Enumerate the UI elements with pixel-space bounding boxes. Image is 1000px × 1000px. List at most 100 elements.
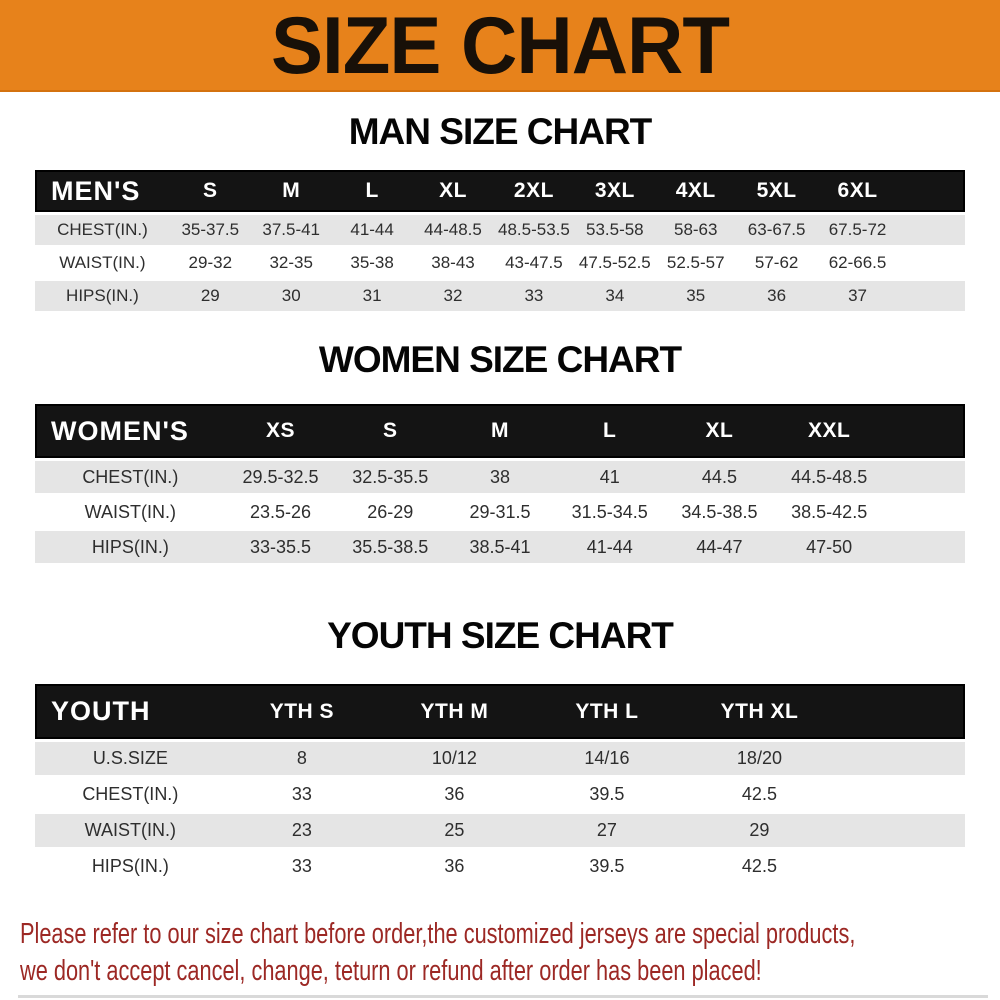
bottom-divider: [18, 995, 988, 998]
table-row: CHEST(IN.) 35-37.5 37.5-41 41-44 44-48.5 48.5…: [35, 215, 965, 245]
table-row: CHEST(IN.) 29.5-32.5 32.5-35.5 38 41 44.5 44.5…: [35, 461, 965, 493]
size-value-cell: 42.5: [741, 784, 777, 804]
size-value-cell: 10/12: [378, 742, 531, 775]
youth-header-row: YOUTH YTH S YTH M YTH L YTH XL: [35, 684, 965, 739]
size-value-cell: 29-32: [188, 253, 233, 272]
size-value-cell: 41: [554, 461, 665, 493]
size-value-cell: 18/20: [683, 742, 836, 775]
youth-section-heading: YOUTH SIZE CHART: [327, 615, 674, 656]
size-value-cell: 25: [378, 814, 531, 847]
men-section-heading: MAN SIZE CHART: [348, 111, 653, 152]
size-value-cell: 63-67.5: [736, 215, 818, 245]
size-value-cell: 29: [683, 814, 836, 847]
size-value-cell: 36: [444, 784, 465, 804]
size-value-cell: 32-35: [269, 253, 313, 272]
size-value-cell: 32: [412, 281, 494, 311]
size-column-header: 3XL: [574, 170, 656, 212]
header-filler: [898, 170, 965, 212]
size-column-header: M: [250, 170, 332, 212]
size-value-cell: 44-48.5: [412, 215, 494, 245]
size-column-header: 2XL: [493, 170, 575, 212]
size-value-cell: 35-38: [350, 253, 394, 272]
size-column-header: XXL: [774, 404, 885, 458]
table-row: HIPS(IN.) 33 36 39.5 42.5: [35, 850, 965, 883]
men-size-table: MEN'S S M L XL 2XL 3XL 4XL 5XL 6XL CHEST(IN.) 35-37…: [35, 167, 965, 314]
size-value-cell: 30: [250, 281, 332, 311]
table-row: WAIST(IN.) 23.5-26 26-29 29-31.5 31.5-34.5 34…: [35, 496, 965, 528]
size-value-cell: 36: [736, 281, 818, 311]
size-value-cell: 57-62: [754, 253, 799, 272]
size-column-header: 6XL: [817, 170, 898, 212]
size-value-cell: 41-44: [331, 215, 413, 245]
size-value-cell: 67.5-72: [817, 215, 898, 245]
row-label: WAIST(IN.): [35, 814, 226, 847]
women-header-row: WOMEN'S XS S M L XL XXL: [35, 404, 965, 458]
size-value-cell: 44.5-48.5: [774, 461, 885, 493]
size-column-header: 5XL: [736, 170, 818, 212]
size-value-cell: 39.5: [589, 856, 625, 876]
size-column-header: YTH L: [530, 684, 684, 739]
size-value-cell: 31.5-34.5: [571, 501, 648, 522]
size-value-cell: 41-44: [554, 531, 665, 563]
table-row: HIPS(IN.) 33-35.5 35.5-38.5 38.5-41 41-44 44-…: [35, 531, 965, 563]
size-value-cell: 26-29: [367, 501, 414, 522]
table-row: HIPS(IN.) 29 30 31 32 33 34 35 36 37: [35, 281, 965, 311]
size-value-cell: 44-47: [664, 531, 775, 563]
size-value-cell: 35.5-38.5: [335, 531, 446, 563]
size-column-header: YTH S: [225, 684, 379, 739]
size-value-cell: 36: [444, 856, 465, 876]
row-filler: [884, 461, 965, 493]
row-filler: [898, 215, 965, 245]
size-value-cell: 32.5-35.5: [335, 461, 446, 493]
size-value-cell: 29.5-32.5: [225, 461, 336, 493]
size-column-header: XL: [664, 404, 775, 458]
size-column-header: XL: [412, 170, 494, 212]
banner: SIZE CHART: [0, 0, 1000, 92]
women-group-label: WOMEN'S: [35, 404, 226, 458]
table-row: WAIST(IN.) 23 25 27 29: [35, 814, 965, 847]
men-group-label: MEN'S: [35, 170, 170, 212]
size-value-cell: 44.5: [664, 461, 775, 493]
size-value-cell: 33: [291, 856, 312, 876]
header-filler: [884, 404, 965, 458]
size-value-cell: 47.5-52.5: [578, 253, 651, 272]
size-value-cell: 47-50: [774, 531, 885, 563]
row-filler: [835, 814, 965, 847]
row-label: U.S.SIZE: [35, 742, 226, 775]
row-label: CHEST(IN.): [35, 215, 170, 245]
row-filler: [884, 496, 965, 528]
row-label: WAIST(IN.): [84, 501, 176, 522]
women-size-table: WOMEN'S XS S M L XL XXL CHEST(IN.) 29.5-32.5 32.5…: [35, 401, 965, 566]
row-filler: [898, 281, 965, 311]
size-value-cell: 52.5-57: [666, 253, 725, 272]
women-section-heading: WOMEN SIZE CHART: [318, 339, 682, 380]
youth-group-label: YOUTH: [35, 684, 226, 739]
header-filler: [835, 684, 965, 739]
size-value-cell: 23.5-26: [249, 501, 312, 522]
size-value-cell: 14/16: [530, 742, 684, 775]
row-filler: [835, 742, 965, 775]
size-value-cell: 38-43: [431, 253, 475, 272]
size-column-header: L: [331, 170, 413, 212]
size-column-header: XS: [225, 404, 336, 458]
size-value-cell: 31: [331, 281, 413, 311]
size-value-cell: 39.5: [589, 784, 625, 804]
size-value-cell: 62-66.5: [828, 253, 887, 272]
size-value-cell: 38.5-42.5: [791, 501, 868, 522]
size-value-cell: 23: [225, 814, 379, 847]
row-filler: [898, 248, 965, 278]
size-value-cell: 58-63: [655, 215, 737, 245]
footer-note-line-2: we don't accept cancel, change, teturn o…: [20, 955, 762, 987]
women-section: WOMEN SIZE CHART WOMEN'S XS S M L XL XXL CHEST(…: [0, 340, 1000, 566]
size-column-header: S: [169, 170, 251, 212]
size-value-cell: 29: [169, 281, 251, 311]
row-label: CHEST(IN.): [82, 784, 179, 804]
size-value-cell: 27: [530, 814, 684, 847]
size-column-header: 4XL: [655, 170, 737, 212]
row-filler: [836, 778, 965, 811]
row-label: WAIST(IN.): [59, 253, 146, 272]
size-value-cell: 42.5: [741, 856, 777, 876]
table-row: U.S.SIZE 8 10/12 14/16 18/20: [35, 742, 965, 775]
row-filler: [884, 531, 965, 563]
